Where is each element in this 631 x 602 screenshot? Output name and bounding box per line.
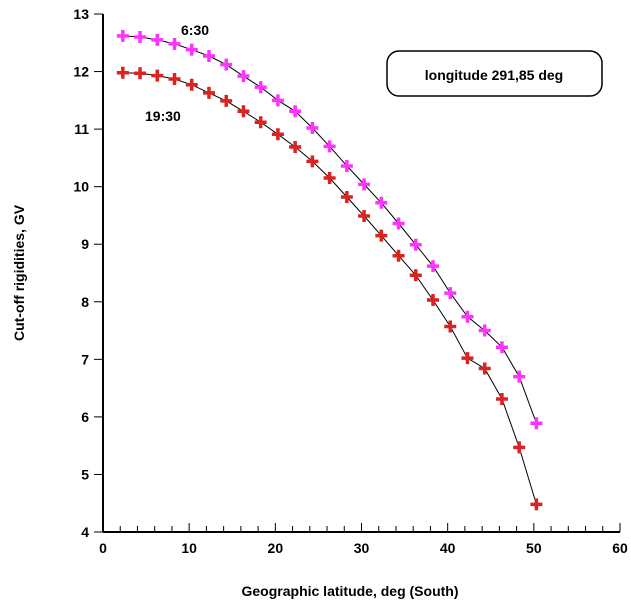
data-point [513,441,526,454]
data-point [409,238,422,251]
y-tick-label: 7 [81,351,89,367]
data-point [185,78,198,91]
data-point [151,69,164,82]
data-point [237,70,250,83]
data-point [116,29,129,42]
x-tick-label: 30 [354,540,370,556]
data-point [392,217,405,230]
data-point [168,37,181,50]
series-layer [116,29,543,511]
x-axis-ticks: 0 10 20 30 40 50 60 [99,523,628,556]
data-point [271,94,284,107]
data-point [202,86,215,99]
data-point [392,249,405,262]
longitude-annotation: longitude 291,85 deg [425,67,563,83]
data-point [358,178,371,191]
data-point [220,94,233,107]
data-point [202,50,215,63]
y-axis-ticks: 4 5 6 7 8 9 10 11 12 13 [73,6,103,540]
x-tick-label: 10 [181,540,197,556]
data-point [495,341,508,354]
legend-box: longitude 291,85 deg [386,50,603,97]
data-point [220,58,233,71]
series-1 [116,29,543,430]
data-point [358,210,371,223]
data-point [116,66,129,79]
data-point [478,362,491,375]
y-tick-label: 10 [73,179,89,195]
data-point [306,155,319,168]
data-point [151,33,164,46]
data-point [375,229,388,242]
data-point [254,116,267,129]
series-line [122,72,537,505]
y-tick-label: 11 [74,121,89,137]
x-tick-label: 20 [268,540,284,556]
data-point [323,172,336,185]
y-axis-title: Cut-off rigidities, GV [11,204,27,341]
data-point [340,159,353,172]
data-point [134,67,147,80]
data-point [289,140,302,153]
data-point [306,121,319,134]
data-point [375,196,388,209]
data-point [478,324,491,337]
data-point [340,191,353,204]
y-tick-label: 9 [81,236,89,252]
series-2 [116,66,543,511]
y-tick-label: 4 [81,524,89,540]
x-tick-label: 40 [440,540,456,556]
data-point [444,320,457,333]
data-point [427,294,440,307]
y-tick-label: 6 [81,409,89,425]
x-tick-label: 0 [99,540,107,556]
x-tick-label: 50 [526,540,542,556]
data-point [461,310,474,323]
data-point [495,393,508,406]
axes: 0 10 20 30 40 50 60 4 5 6 7 8 9 10 11 12 13 [73,6,628,556]
data-point [444,287,457,300]
data-point [185,43,198,56]
data-point [530,417,543,430]
y-tick-label: 5 [81,466,89,482]
data-point [254,81,267,94]
data-point [427,260,440,273]
data-point [289,105,302,118]
x-axis-title: Geographic latitude, deg (South) [242,583,459,599]
y-tick-label: 13 [73,6,89,22]
x-tick-label: 60 [612,540,628,556]
data-point [168,73,181,86]
y-tick-label: 12 [73,64,89,80]
data-point [134,31,147,44]
data-point [409,269,422,282]
y-tick-label: 8 [81,294,89,310]
series-label-6-30: 6:30 [181,22,209,38]
data-point [461,352,474,365]
series-label-19-30: 19:30 [145,108,181,124]
data-point [530,498,543,511]
data-point [323,140,336,153]
data-point [271,128,284,141]
data-point [513,370,526,383]
data-point [237,105,250,118]
